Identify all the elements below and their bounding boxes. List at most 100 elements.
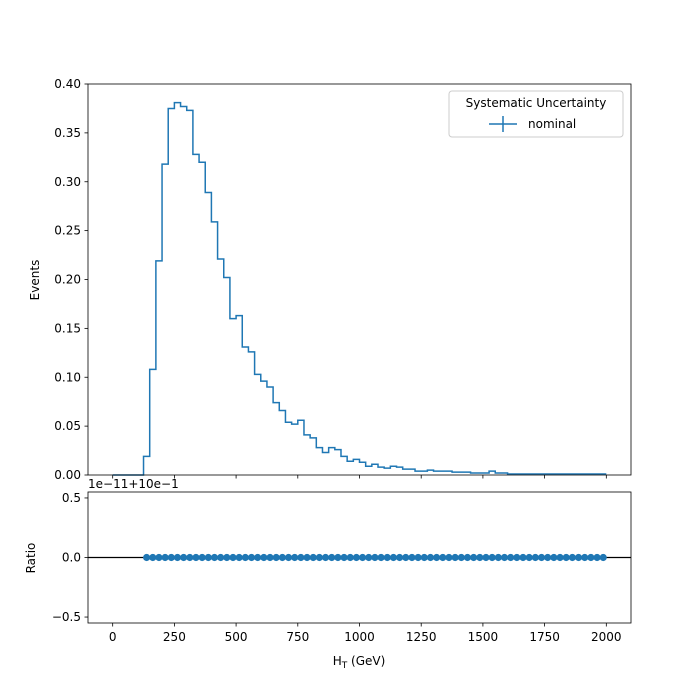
ratio-point — [358, 553, 367, 562]
ratio-point — [278, 553, 286, 562]
main-y-tick-label: 0.05 — [54, 419, 81, 433]
ratio-point — [254, 553, 262, 562]
ratio-point — [371, 553, 379, 562]
ratio-point — [587, 553, 595, 562]
ratio-point — [149, 553, 157, 562]
ratio-point — [346, 553, 354, 562]
ratio-point — [389, 553, 398, 562]
ratio-point — [439, 553, 447, 562]
ratio-point — [531, 553, 539, 562]
ratio-y-axis-label: Ratio — [24, 543, 38, 574]
ratio-point — [340, 553, 348, 562]
main-y-tick-label: 0.10 — [54, 370, 81, 384]
ratio-point — [217, 553, 225, 562]
ratio-point — [537, 553, 546, 562]
ratio-point — [291, 553, 299, 562]
ratio-point — [513, 553, 521, 562]
ratio-point — [180, 553, 188, 562]
ratio-point — [303, 553, 311, 562]
main-y-axis-ticks: 0.00 0.05 0.10 0.15 0.20 0.25 0.30 0.35 0.40 — [54, 77, 88, 482]
ratio-point — [297, 553, 305, 562]
ratio-point — [186, 553, 194, 562]
x-tick-label: 500 — [225, 630, 248, 644]
ratio-point — [266, 553, 274, 562]
x-tick-label: 250 — [163, 630, 186, 644]
main-y-axis-label: Events — [28, 260, 42, 301]
ratio-point — [581, 553, 589, 562]
legend-marker-nominal — [489, 116, 517, 132]
main-y-tick-label: 0.35 — [54, 126, 81, 140]
ratio-point — [414, 553, 422, 562]
ratio-point — [550, 553, 558, 562]
x-tick-label: 1250 — [406, 630, 437, 644]
x-tick-label: 1500 — [468, 630, 499, 644]
main-y-tick-label: 0.25 — [54, 224, 81, 238]
main-y-tick-label: 0.40 — [54, 77, 81, 91]
x-tick-label: 1750 — [529, 630, 560, 644]
x-tick-label: 0 — [109, 630, 117, 644]
ratio-point — [599, 553, 607, 562]
ratio-point — [574, 553, 583, 562]
ratio-panel: −0.5 0.0 0.5 0 250 500 750 1000 1250 1500 1750 200… — [24, 477, 632, 671]
ratio-x-axis-ticks: 0 250 500 750 1000 1250 1500 1750 2000 — [109, 623, 622, 644]
ratio-point — [309, 553, 317, 562]
main-panel: 0.00 0.05 0.10 0.15 0.20 0.25 0.30 0.35 0.40 Eve… — [28, 77, 632, 482]
ratio-point — [494, 553, 502, 562]
ratio-offset-text: 1e−11+10e−1 — [88, 477, 179, 491]
ratio-point — [544, 553, 552, 562]
ratio-point — [155, 553, 163, 562]
ratio-point — [451, 553, 459, 562]
ratio-y-tick-label: −0.5 — [52, 610, 81, 624]
x-axis-label-subscript: T — [341, 661, 348, 671]
ratio-point — [229, 553, 237, 562]
ratio-point — [476, 553, 484, 562]
ratio-point — [260, 553, 268, 562]
legend-entry-nominal: nominal — [528, 117, 576, 131]
ratio-point — [568, 553, 576, 562]
x-tick-label: 750 — [286, 630, 309, 644]
ratio-point — [315, 553, 323, 562]
ratio-point — [365, 553, 373, 562]
legend-title: Systematic Uncertainty — [466, 96, 607, 110]
main-x-axis-ticks — [112, 475, 607, 479]
main-y-tick-label: 0.30 — [54, 175, 81, 189]
legend-box — [448, 90, 624, 138]
ratio-point — [167, 553, 175, 562]
ratio-point — [402, 553, 410, 562]
ratio-y-tick-label: 0.5 — [62, 491, 81, 505]
ratio-plot-border — [87, 491, 632, 624]
main-y-tick-label: 0.20 — [54, 273, 81, 287]
ratio-point — [321, 553, 330, 562]
ratio-point — [470, 553, 478, 562]
x-tick-label: 2000 — [591, 630, 622, 644]
ratio-points — [143, 553, 607, 562]
ratio-y-tick-label: 0.0 — [62, 551, 81, 565]
x-axis-label-main: H — [333, 654, 342, 668]
ratio-point — [272, 553, 280, 562]
x-axis-label: HT (GeV) — [333, 654, 386, 671]
ratio-point — [463, 553, 472, 562]
main-plot-frame — [88, 84, 631, 475]
ratio-point — [445, 553, 453, 562]
series-line-nominal — [112, 101, 607, 476]
ratio-point — [433, 553, 441, 562]
ratio-point — [488, 553, 496, 562]
ratio-point — [204, 553, 212, 562]
ratio-point — [352, 553, 361, 562]
legend: Systematic Uncertainty nominal — [448, 90, 624, 138]
ratio-point — [593, 553, 601, 562]
main-y-tick-label: 0.15 — [54, 321, 81, 335]
ratio-point — [143, 553, 151, 562]
ratio-point — [525, 553, 533, 562]
ratio-point — [192, 553, 200, 562]
x-tick-label: 1000 — [344, 630, 375, 644]
ratio-point — [377, 553, 385, 562]
ratio-point — [556, 553, 564, 562]
ratio-point — [334, 553, 342, 562]
main-y-tick-label: 0.00 — [54, 468, 81, 482]
ratio-point — [247, 553, 256, 562]
x-axis-label-unit: (GeV) — [347, 654, 385, 668]
ratio-point — [198, 553, 206, 562]
ratio-point — [383, 553, 391, 562]
